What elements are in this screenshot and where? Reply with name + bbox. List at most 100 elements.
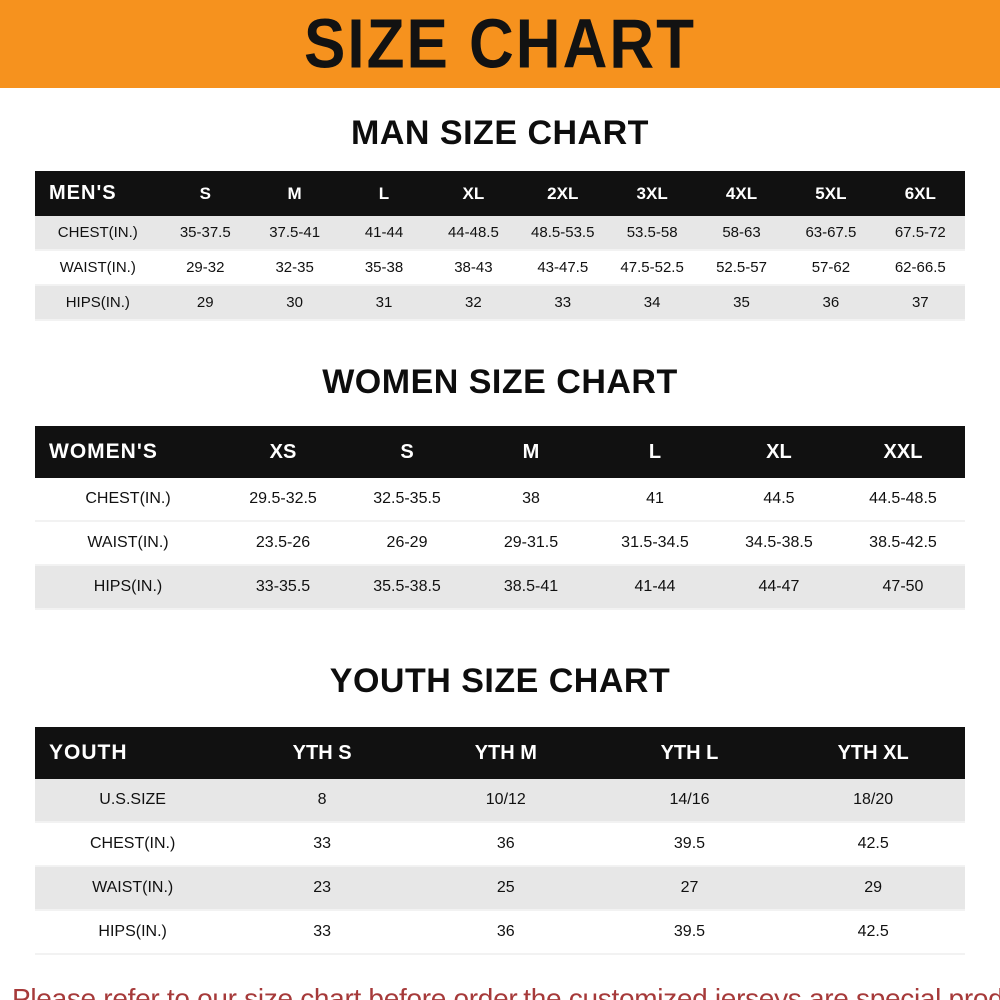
youth-size-table: YOUTH YTH S YTH M YTH L YTH XL U.S.SIZE … — [35, 727, 965, 955]
table-cell: 32.5-35.5 — [373, 490, 441, 507]
table-header-cell: L — [339, 171, 429, 216]
table-header-cell: S — [160, 171, 250, 216]
table-cell: 44-48.5 — [447, 224, 499, 241]
table-cell: 18/20 — [853, 791, 894, 808]
table-header-cell: YTH M — [413, 727, 598, 779]
table-cell: 29-31.5 — [503, 534, 559, 551]
table-header-cell: YTH S — [230, 727, 414, 779]
table-cell: 62-66.5 — [894, 259, 946, 276]
table-cell: 33 — [313, 835, 332, 852]
row-label: WAIST(IN.) — [87, 534, 169, 551]
table-header-cell: 4XL — [696, 171, 787, 216]
table-cell: 34 — [643, 294, 661, 311]
table-row: CHEST(IN.) 29.5-32.5 32.5-35.5 38 41 44.… — [35, 478, 965, 521]
table-cell: 41 — [646, 490, 664, 507]
table-cell: 32-35 — [275, 259, 314, 276]
table-header-cell: XXL — [840, 426, 965, 478]
row-label: WAIST(IN.) — [92, 879, 174, 896]
table-cell: 38.5-41 — [503, 578, 559, 595]
table-cell: 53.5-58 — [626, 224, 678, 241]
table-cell: 63-67.5 — [805, 224, 857, 241]
table-cell: 31 — [375, 294, 393, 311]
table-header-cell: L — [592, 426, 717, 478]
table-cell: 48.5-53.5 — [531, 224, 595, 241]
row-label: HIPS(IN.) — [98, 923, 167, 940]
table-row: HIPS(IN.) 33 36 39.5 42.5 — [35, 910, 965, 954]
table-cell: 67.5-72 — [894, 224, 946, 241]
row-label: CHEST(IN.) — [85, 490, 171, 507]
table-header-row: MEN'S S M L XL 2XL 3XL 4XL 5XL 6XL — [35, 171, 965, 216]
table-header-cell: YTH XL — [781, 727, 965, 779]
row-label: HIPS(IN.) — [93, 578, 163, 595]
table-header-cell: XS — [221, 426, 346, 478]
table-cell: 29 — [196, 294, 214, 311]
table-cell: 39.5 — [673, 923, 706, 940]
table-cell: 43-47.5 — [537, 259, 589, 276]
table-cell: 8 — [317, 791, 327, 808]
table-cell: 38.5-42.5 — [869, 534, 937, 551]
men-size-table: MEN'S S M L XL 2XL 3XL 4XL 5XL 6XL CHEST… — [35, 171, 965, 321]
table-cell: 32 — [465, 294, 482, 311]
table-cell: 29-32 — [186, 259, 225, 276]
top-banner: SIZE CHART — [0, 0, 1000, 88]
table-header-cell: 5XL — [786, 171, 876, 216]
row-label: U.S.SIZE — [99, 791, 166, 808]
table-cell: 41-44 — [364, 224, 404, 241]
table-cell: 44.5-48.5 — [869, 490, 937, 507]
table-header-cell: 2XL — [518, 171, 608, 216]
table-cell: 36 — [496, 923, 515, 940]
table-cell: 44.5 — [763, 490, 795, 507]
table-row: CHEST(IN.) 35-37.5 37.5-41 41-44 44-48.5… — [35, 216, 965, 250]
table-cell: 33 — [313, 923, 332, 940]
order-note-line-1: Please refer to our size chart before or… — [12, 983, 1000, 1000]
women-size-chart-heading: WOMEN SIZE CHART — [322, 363, 678, 401]
table-cell: 23.5-26 — [255, 534, 311, 551]
table-cell: 58-63 — [722, 224, 761, 241]
page-title: SIZE CHART — [304, 5, 696, 83]
table-cell: 29.5-32.5 — [249, 490, 317, 507]
table-row: U.S.SIZE 8 10/12 14/16 18/20 — [35, 779, 965, 822]
table-cell: 30 — [286, 294, 303, 311]
table-cell: 10/12 — [485, 791, 526, 808]
table-cell: 37.5-41 — [269, 224, 321, 241]
table-row: HIPS(IN.) 33-35.5 35.5-38.5 38.5-41 41-4… — [35, 565, 965, 609]
table-header-cell: YOUTH — [35, 727, 231, 779]
row-label: CHEST(IN.) — [57, 224, 138, 241]
youth-size-chart-heading: YOUTH SIZE CHART — [329, 662, 671, 700]
table-cell: 23 — [313, 879, 332, 896]
row-label: WAIST(IN.) — [59, 259, 136, 276]
table-cell: 35-38 — [364, 259, 404, 276]
table-cell: 34.5-38.5 — [745, 534, 813, 551]
table-header-row: YOUTH YTH S YTH M YTH L YTH XL — [35, 727, 965, 779]
table-header-cell: WOMEN'S — [35, 426, 222, 478]
table-header-cell: XL — [716, 426, 841, 478]
table-cell: 39.5 — [673, 835, 706, 852]
table-cell: 31.5-34.5 — [621, 534, 689, 551]
table-header-row: WOMEN'S XS S M L XL XXL — [35, 426, 965, 478]
table-cell: 41-44 — [634, 578, 676, 595]
table-row: WAIST(IN.) 23 25 27 29 — [35, 866, 965, 910]
women-size-table: WOMEN'S XS S M L XL XXL CHEST(IN.) 29.5-… — [35, 426, 965, 610]
table-header-cell: 3XL — [607, 171, 697, 216]
table-cell: 57-62 — [811, 259, 851, 276]
table-cell: 42.5 — [857, 923, 889, 940]
table-cell: 25 — [496, 879, 515, 896]
order-note: Please refer to our size chart before or… — [12, 981, 1000, 1000]
table-header-cell: 6XL — [875, 171, 965, 216]
table-row: WAIST(IN.) 29-32 32-35 35-38 38-43 43-47… — [35, 250, 965, 285]
table-cell: 42.5 — [857, 835, 889, 852]
table-header-cell: YTH L — [597, 727, 782, 779]
table-cell: 44-47 — [758, 578, 800, 595]
table-cell: 35.5-38.5 — [373, 578, 441, 595]
table-cell: 37 — [911, 294, 929, 311]
table-cell: 52.5-57 — [716, 259, 767, 276]
table-header-cell: XL — [428, 171, 519, 216]
table-cell: 36 — [822, 294, 840, 311]
table-cell: 47.5-52.5 — [620, 259, 684, 276]
table-cell: 27 — [680, 879, 699, 896]
table-row: HIPS(IN.) 29 30 31 32 33 34 35 36 37 — [35, 285, 965, 320]
row-label: HIPS(IN.) — [65, 294, 130, 311]
table-header-cell: MEN'S — [35, 171, 161, 216]
table-cell: 26-29 — [386, 534, 428, 551]
table-cell: 29 — [864, 879, 883, 896]
